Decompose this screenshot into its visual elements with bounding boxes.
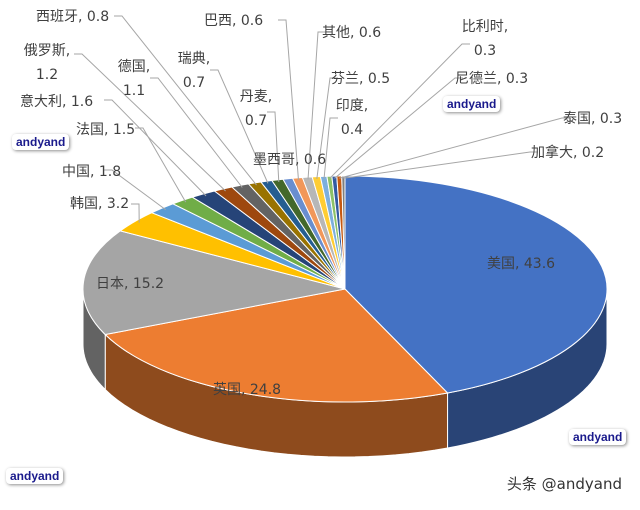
label-other: 其他, 0.6	[322, 25, 382, 41]
label-de-value: 1.1	[122, 83, 146, 99]
label-it: 意大利, 1.6	[20, 94, 94, 110]
label-nl: 尼德兰, 0.3	[455, 71, 529, 87]
label-jp: 日本, 15.2	[96, 276, 165, 292]
label-in-value: 0.4	[340, 122, 364, 138]
label-se: 瑞典, 0.7	[172, 50, 216, 92]
label-de-name: 德国,	[117, 59, 151, 75]
label-in: 印度, 0.4	[330, 97, 374, 139]
label-be-value: 0.3	[473, 43, 497, 59]
leader-lines	[74, 15, 570, 223]
pie-slices	[82, 175, 608, 403]
label-dk: 丹麦, 0.7	[234, 88, 278, 130]
label-be-name: 比利时,	[461, 19, 509, 35]
label-ru: 俄罗斯, 1.2	[16, 42, 78, 84]
label-ru-value: 1.2	[35, 67, 59, 83]
label-ru-name: 俄罗斯,	[23, 43, 71, 59]
watermark: andyand	[443, 96, 501, 112]
label-us: 美国, 43.6	[487, 256, 556, 272]
label-es: 西班牙, 0.8	[36, 9, 110, 25]
label-fi: 芬兰, 0.5	[331, 71, 391, 87]
label-de: 德国, 1.1	[112, 58, 156, 100]
credit-text: 头条 @andyand	[506, 475, 622, 493]
label-br: 巴西, 0.6	[204, 13, 264, 29]
label-kr: 韩国, 3.2	[70, 196, 130, 212]
label-ca: 加拿大, 0.2	[531, 145, 605, 161]
label-mx: 墨西哥, 0.6	[253, 152, 327, 168]
watermark: andyand	[12, 134, 70, 150]
label-uk: 英国, 24.8	[213, 382, 282, 398]
label-be: 比利时, 0.3	[455, 18, 515, 60]
label-th: 泰国, 0.3	[563, 111, 623, 127]
label-dk-name: 丹麦,	[239, 89, 273, 105]
label-se-value: 0.7	[182, 75, 206, 91]
watermark: andyand	[6, 468, 64, 484]
label-in-name: 印度,	[335, 98, 369, 114]
label-fr: 法国, 1.5	[76, 122, 136, 138]
label-cn: 中国, 1.8	[62, 164, 122, 180]
label-se-name: 瑞典,	[177, 51, 211, 67]
watermark: andyand	[569, 429, 627, 445]
label-dk-value: 0.7	[244, 113, 268, 129]
